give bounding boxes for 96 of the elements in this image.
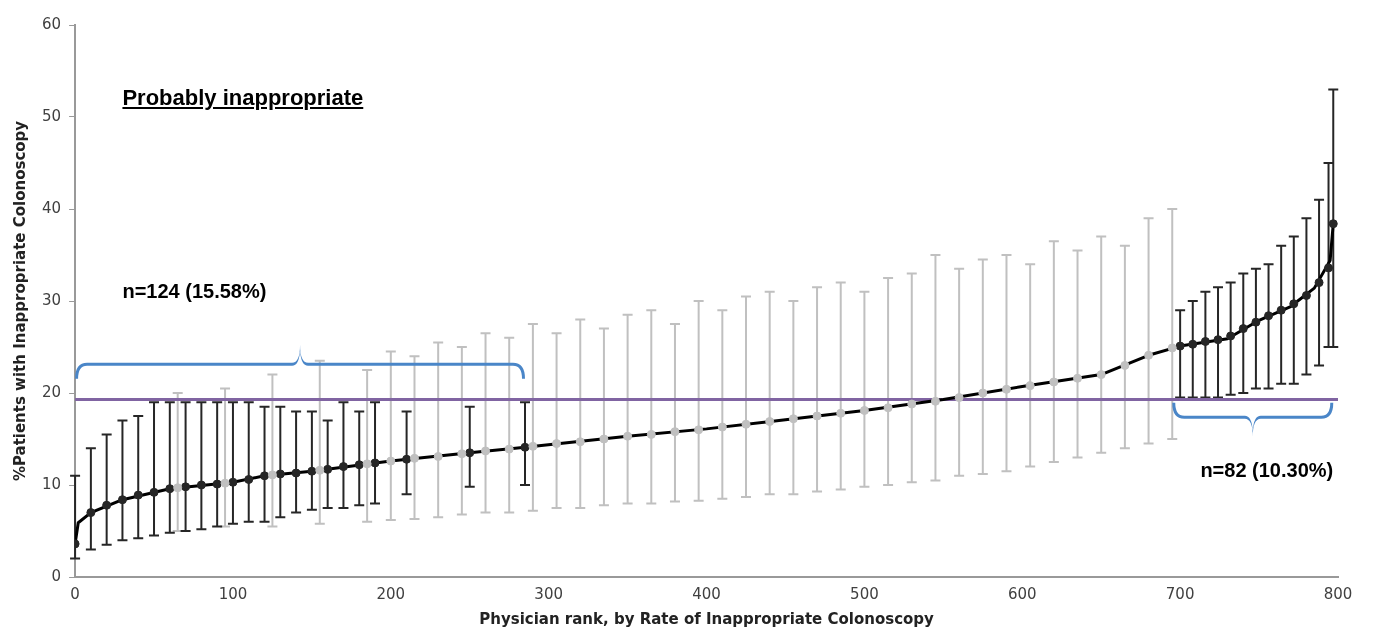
point — [275, 469, 285, 479]
y-tick-label: 50 — [41, 106, 62, 125]
point — [260, 471, 270, 481]
point — [1175, 341, 1185, 351]
point — [181, 482, 191, 492]
point — [1289, 299, 1299, 309]
point — [1001, 384, 1011, 394]
y-tick-label: 10 — [41, 474, 62, 493]
point — [1213, 335, 1223, 345]
point — [386, 456, 396, 466]
point — [528, 441, 538, 451]
point — [1251, 317, 1261, 327]
annotation: n=82 (10.30%) — [1200, 459, 1334, 483]
point — [954, 393, 964, 403]
point — [646, 429, 656, 439]
point — [717, 422, 727, 432]
point — [812, 411, 822, 421]
point — [623, 431, 633, 441]
point — [307, 466, 317, 476]
point — [362, 459, 372, 469]
point — [741, 419, 751, 429]
x-tick-label: 300 — [534, 584, 563, 603]
x-tick-label: 600 — [1007, 584, 1037, 603]
point — [1025, 381, 1035, 391]
point — [599, 434, 609, 444]
point — [228, 477, 238, 487]
point — [504, 444, 514, 454]
point — [433, 451, 443, 461]
point — [212, 479, 222, 489]
point — [370, 458, 380, 468]
y-tick-label: 30 — [41, 290, 62, 309]
point — [173, 483, 183, 493]
point — [133, 490, 143, 500]
point — [978, 388, 988, 398]
point — [907, 399, 917, 409]
point — [244, 474, 254, 484]
annotation: n=124 (15.58%) — [122, 279, 267, 303]
point — [670, 427, 680, 437]
point — [930, 396, 940, 406]
y-tick-label: 0 — [51, 566, 62, 585]
point — [196, 480, 206, 490]
y-tick-label: 20 — [41, 382, 62, 401]
y-axis-title: %Patients with Inappropriate Colonoscopy — [10, 120, 29, 482]
point — [410, 453, 419, 463]
point — [402, 454, 412, 464]
point — [1226, 331, 1236, 341]
point — [117, 495, 127, 505]
point — [1200, 336, 1210, 346]
point — [267, 470, 277, 480]
x-tick-label: 200 — [376, 584, 406, 603]
point — [457, 449, 467, 459]
point — [1264, 311, 1274, 321]
point — [1301, 290, 1311, 300]
point — [165, 484, 175, 494]
point — [552, 439, 562, 449]
point — [788, 414, 798, 424]
point — [520, 442, 530, 452]
point — [220, 478, 230, 488]
point — [575, 437, 585, 447]
point — [1096, 370, 1106, 380]
point — [1167, 343, 1177, 353]
point — [836, 408, 846, 418]
point — [1324, 263, 1334, 273]
point — [1120, 360, 1130, 370]
x-tick-label: 100 — [218, 584, 248, 603]
point — [86, 508, 96, 518]
point — [149, 487, 159, 497]
point — [883, 403, 893, 413]
x-tick-label: 500 — [850, 584, 879, 603]
point — [1314, 278, 1324, 288]
y-tick-label: 40 — [41, 198, 62, 217]
x-tick-label: 0 — [70, 584, 80, 603]
point — [1328, 219, 1338, 229]
x-tick-label: 400 — [692, 584, 721, 603]
point — [315, 465, 325, 475]
point — [1144, 350, 1154, 360]
point — [1188, 339, 1198, 349]
x-axis-title: Physician rank, by Rate of Inappropriate Colonoscopy — [479, 609, 935, 628]
point — [765, 417, 775, 427]
point — [323, 464, 333, 474]
point — [1238, 324, 1248, 334]
point — [481, 446, 491, 456]
x-tick-label: 700 — [1165, 584, 1195, 603]
text: Probably inappropriate — [122, 84, 364, 111]
point — [1276, 305, 1286, 315]
point — [694, 425, 704, 435]
x-tick-label: 800 — [1323, 584, 1353, 603]
y-tick-label: 60 — [41, 14, 62, 33]
point — [1049, 377, 1059, 387]
point — [102, 500, 112, 510]
point — [1073, 373, 1083, 383]
point — [859, 405, 869, 415]
point — [465, 448, 475, 458]
point — [291, 468, 301, 478]
point — [338, 462, 348, 472]
point — [354, 460, 364, 470]
